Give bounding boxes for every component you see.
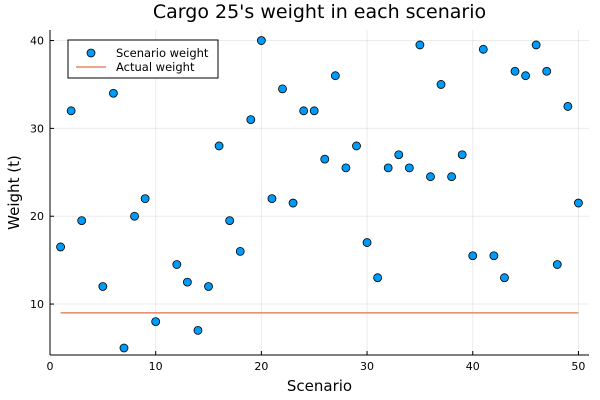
scenario-weight-point [362, 238, 372, 247]
scenario-weight-point [109, 88, 118, 98]
scenario-weight-point [256, 36, 266, 45]
scenario-weight-point [193, 326, 203, 335]
scenario-weight-point [214, 141, 224, 151]
scenario-weight-point [140, 194, 150, 204]
scenario-weight-point [404, 163, 414, 173]
scenario-weight-point [563, 102, 573, 111]
scenario-weight-point [500, 273, 509, 283]
scenario-weight-point [278, 84, 287, 94]
scenario-weight-point [447, 172, 457, 182]
y-tick-label: 10 [30, 298, 44, 311]
y-tick-label: 40 [30, 35, 44, 48]
x-tick-label: 20 [254, 360, 268, 373]
scenario-weight-point [288, 198, 298, 208]
legend-label-scenario-weight: Scenario weight [116, 46, 209, 60]
scenario-weight-point [341, 163, 351, 173]
ticks: 0 10 20 30 40 50 10 20 30 40 [30, 35, 585, 373]
scenario-weight-point [320, 154, 330, 164]
scenario-weight-point [574, 198, 583, 208]
scenario-weight-point [56, 242, 65, 252]
scenario-weight-point [415, 40, 425, 50]
x-axis-label: Scenario [287, 377, 352, 395]
scenario-weight-point [373, 273, 383, 283]
scenario-weight-point [299, 106, 309, 116]
x-tick-label: 30 [360, 360, 374, 373]
scenario-weight-point [552, 260, 562, 269]
y-tick-label: 20 [30, 210, 44, 223]
scenario-weight-point [246, 115, 256, 124]
scenario-weight-point [204, 282, 213, 291]
scenario-weight-point [330, 71, 340, 81]
scenario-weight-point [151, 317, 161, 327]
x-tick-label: 50 [571, 360, 585, 373]
legend: Scenario weight Actual weight [67, 39, 219, 79]
scenario-weight-point [478, 44, 488, 54]
scenario-weight-point [98, 282, 108, 291]
scenario-weight-point [172, 260, 182, 269]
x-tick-label: 40 [466, 360, 480, 373]
scenario-weight-point [309, 106, 319, 116]
scenario-weight-point [436, 80, 446, 89]
axes [49, 30, 589, 356]
scenario-weight-point [352, 141, 361, 151]
scenario-weight-point [225, 216, 235, 226]
scenario-weight-point [119, 343, 129, 353]
series [56, 36, 583, 353]
scenario-weight-point [383, 163, 393, 173]
scenario-weight-point [267, 194, 277, 204]
legend-marker-scenario-weight [86, 48, 96, 58]
grid [49, 30, 589, 355]
scenario-weight-point [489, 251, 499, 261]
scenario-weight-point [77, 216, 87, 226]
chart-title: Cargo 25's weight in each scenario [153, 1, 486, 23]
legend-box [67, 39, 219, 79]
scenario-weight-point [426, 172, 435, 182]
scenario-weight-point [542, 66, 552, 76]
x-tick-label: 10 [149, 360, 163, 373]
legend-label-actual-weight: Actual weight [116, 60, 195, 74]
scenario-weight-point [510, 66, 520, 76]
scenario-weight-point [130, 211, 139, 221]
x-tick-label: 0 [47, 360, 54, 373]
y-axis-label: Weight (t) [5, 155, 23, 230]
scenario-weight-point [521, 71, 530, 81]
scenario-weight-point [468, 251, 478, 261]
y-tick-label: 30 [30, 122, 44, 135]
scenario-weight-point [457, 150, 467, 160]
scenario-weight-point [531, 40, 541, 50]
scenario-weight-point [394, 150, 404, 160]
scenario-weight-point [235, 246, 245, 256]
scenario-weight-point [66, 106, 76, 116]
scenario-weight-point [182, 277, 192, 287]
